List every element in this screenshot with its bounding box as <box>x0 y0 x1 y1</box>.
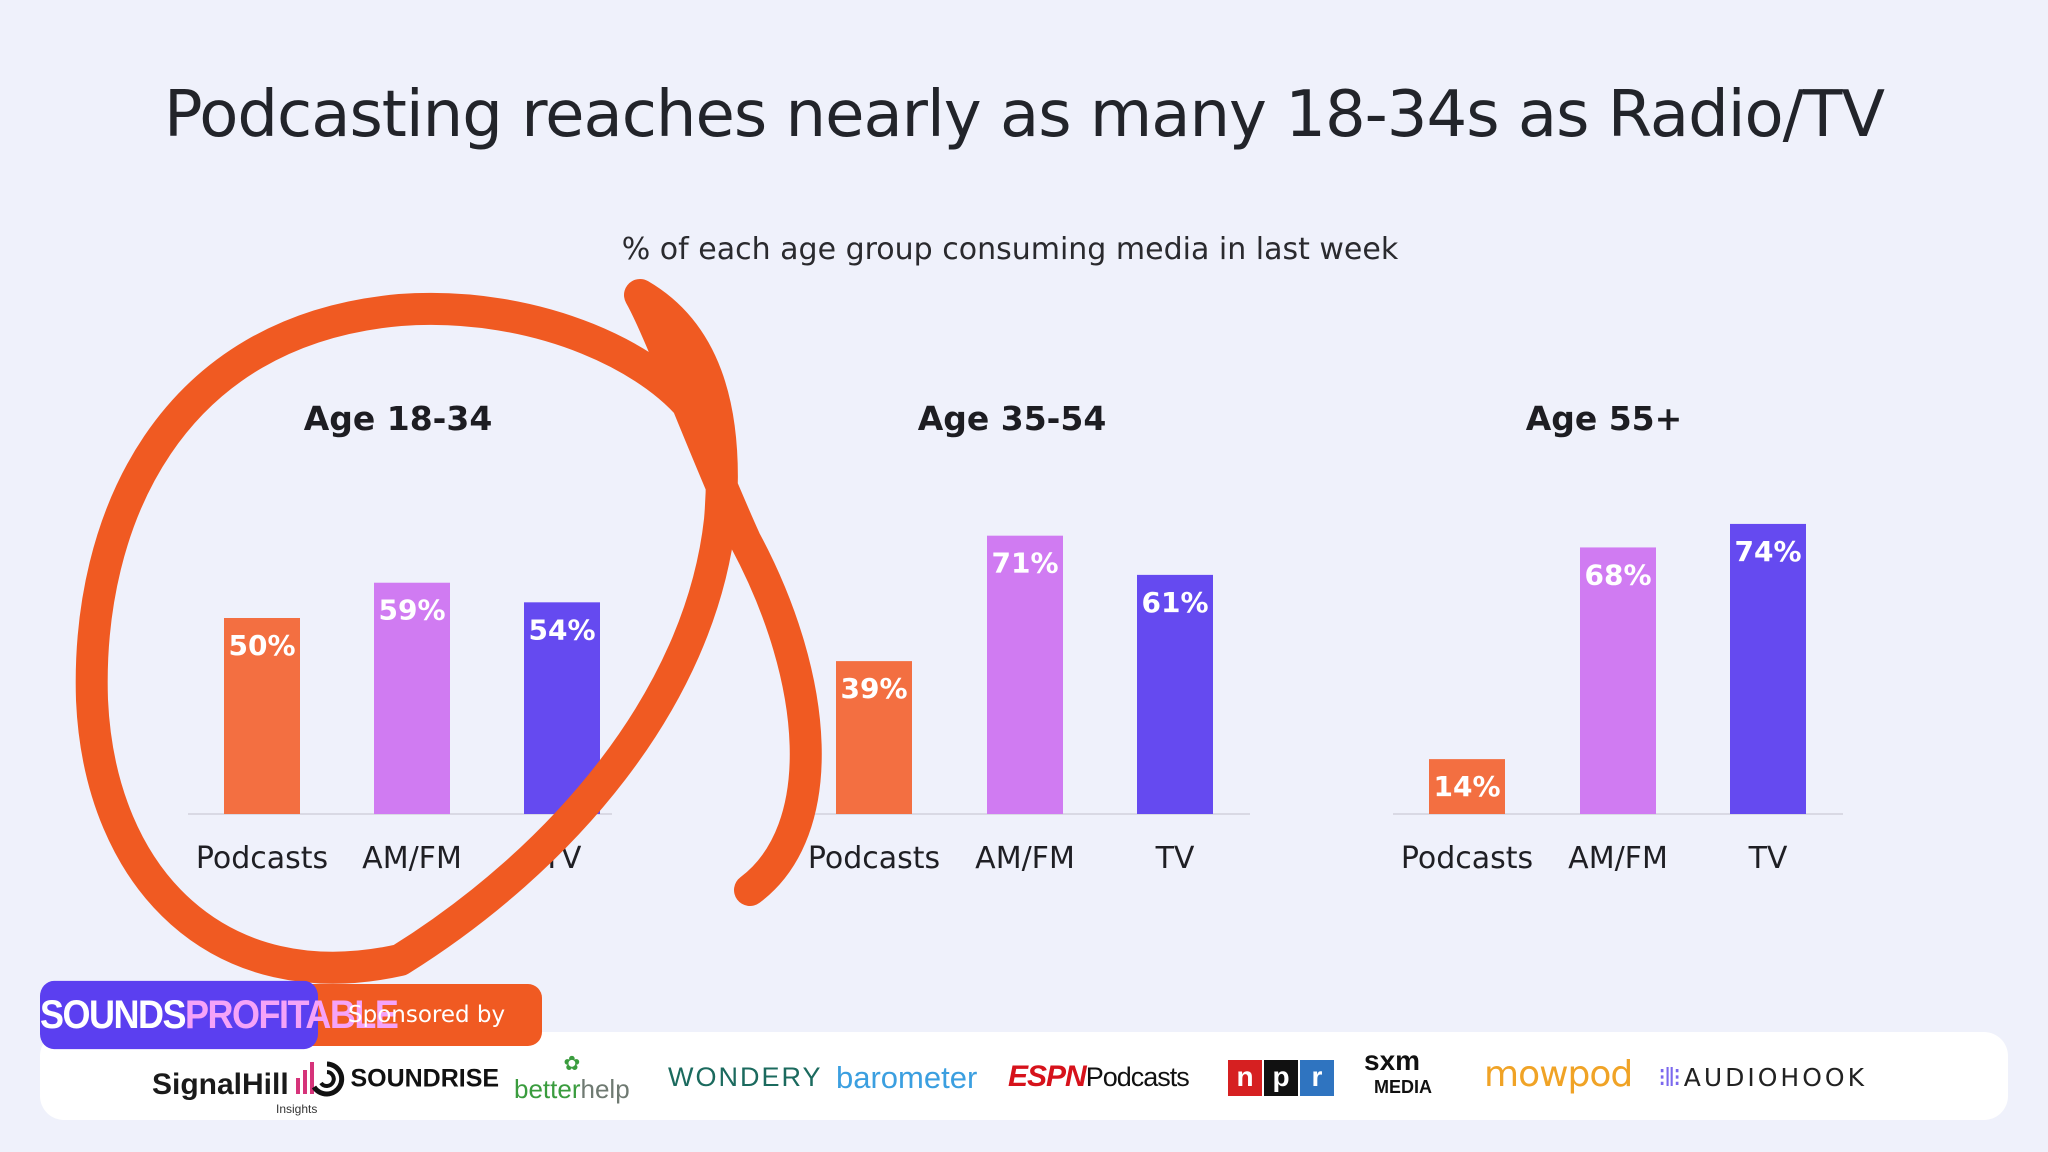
bar <box>1580 547 1656 814</box>
category-label: TV <box>1748 841 1788 876</box>
audiohook-wave-icon: ⁝‖⁝ <box>1658 1062 1681 1092</box>
data-label: 39% <box>840 672 907 705</box>
bar <box>836 661 912 814</box>
signal-bars-icon <box>296 1078 301 1094</box>
category-label: AM/FM <box>362 841 462 876</box>
chart-panel: Age 35-54 39% Podcasts 71% AM/FM 61% TV <box>808 399 1250 876</box>
mowpod-logo: mowpod <box>1484 1054 1633 1095</box>
barometer-logo: barometer <box>836 1060 978 1095</box>
soundrise-logo: SOUNDRISE <box>308 1060 499 1098</box>
data-label: 50% <box>228 629 295 662</box>
leaf-icon: ✿ <box>563 1053 581 1075</box>
panel-title: Age 55+ <box>1526 399 1683 438</box>
espn-podcasts-logo: ESPNPodcasts <box>1008 1060 1190 1093</box>
soundrise-icon <box>311 1061 345 1097</box>
sponsored-by-label: Sponsored by <box>348 1002 506 1028</box>
category-label: AM/FM <box>975 841 1075 876</box>
data-label: 68% <box>1584 558 1651 591</box>
category-label: TV <box>1155 841 1195 876</box>
sponsor-logo-strip: SignalHill Insights SOUNDRISE ✿ betterhe… <box>40 1032 2008 1120</box>
data-label: 74% <box>1734 535 1801 568</box>
data-label: 71% <box>991 547 1058 580</box>
bar <box>374 582 450 814</box>
chart-panel: Age 55+ 14% Podcasts 68% AM/FM 74% TV <box>1393 399 1843 876</box>
data-label: 54% <box>528 613 595 646</box>
bar <box>224 618 300 814</box>
chart-subtitle: % of each age group consuming media in l… <box>621 232 1399 267</box>
wondery-logo: WONDERY <box>668 1062 823 1092</box>
panel-title: Age 18-34 <box>304 399 493 438</box>
audiohook-logo: ⁝‖⁝ AUDIOHOOK <box>1658 1062 1867 1092</box>
data-label: 59% <box>378 594 445 627</box>
bar <box>1137 574 1213 814</box>
panel-title: Age 35-54 <box>918 399 1107 438</box>
bar <box>1429 759 1505 814</box>
category-label: Podcasts <box>1401 841 1533 876</box>
page-title: Podcasting reaches nearly as many 18-34s… <box>163 78 1885 152</box>
signalhill-logo: SignalHill Insights <box>152 1062 317 1116</box>
betterhelp-logo: ✿ betterhelp <box>514 1053 630 1104</box>
data-label: 61% <box>1141 586 1208 619</box>
data-label: 14% <box>1433 770 1500 803</box>
highlight-circle <box>75 279 822 984</box>
category-label: Podcasts <box>808 841 940 876</box>
sxm-media-logo: sxm MEDIA <box>1364 1045 1432 1098</box>
category-label: Podcasts <box>196 841 328 876</box>
sounds-profitable-logo: SOUNDSPROFITABLE <box>40 980 399 1050</box>
bar <box>987 535 1063 814</box>
category-label: AM/FM <box>1568 841 1668 876</box>
bar <box>1730 523 1806 814</box>
